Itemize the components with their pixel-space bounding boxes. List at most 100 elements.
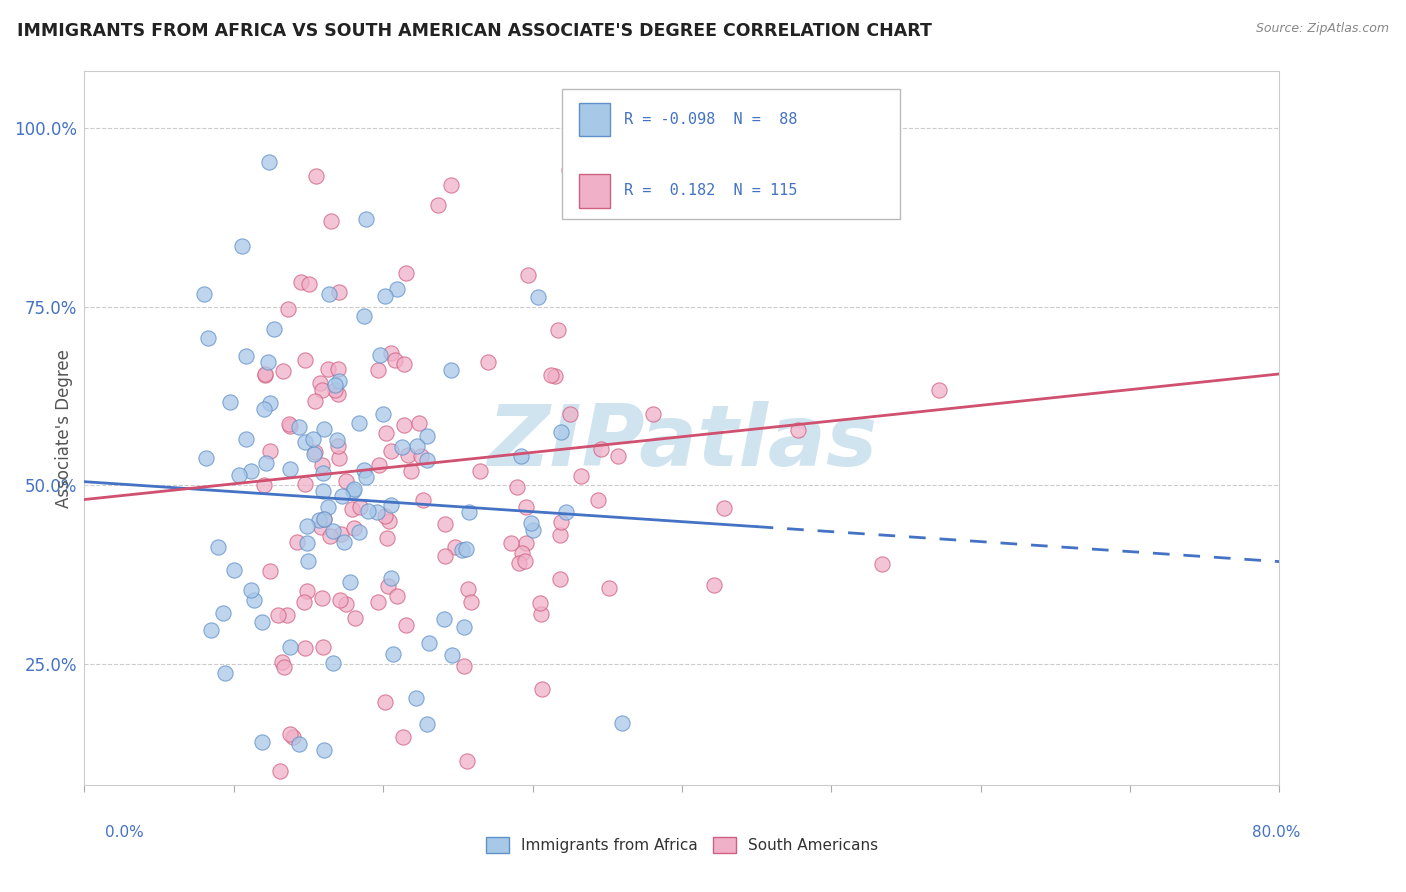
Point [550,515,572,529]
Text: IMMIGRANTS FROM AFRICA VS SOUTH AMERICAN ASSOCIATE'S DEGREE CORRELATION CHART: IMMIGRANTS FROM AFRICA VS SOUTH AMERICAN… [17,22,932,40]
Point [278,419,301,434]
Legend: Immigrants from Africa, South Americans: Immigrants from Africa, South Americans [479,831,884,859]
Point [928,383,950,397]
Point [547,323,569,337]
Point [309,520,332,534]
Point [252,615,274,629]
Point [292,595,315,609]
Point [314,512,336,526]
Point [328,285,350,300]
Point [392,418,415,433]
Point [278,727,301,741]
Point [510,449,533,463]
Point [308,513,330,527]
Text: Source: ZipAtlas.com: Source: ZipAtlas.com [1256,22,1389,36]
Point [278,640,301,655]
Point [558,407,581,421]
Point [433,612,456,626]
Point [343,521,366,535]
Point [395,617,418,632]
Point [380,498,402,512]
Point [281,731,304,745]
Point [235,349,257,363]
Point [329,527,352,541]
Point [374,426,396,441]
Point [322,656,344,670]
Point [273,660,295,674]
Point [643,407,665,421]
Point [211,606,233,620]
Point [214,665,236,680]
Point [374,695,396,709]
Point [367,363,389,377]
Point [285,535,308,549]
Point [477,355,499,369]
Point [399,464,422,478]
Point [259,444,281,458]
Point [277,302,299,317]
Point [218,394,240,409]
Point [305,169,328,183]
Point [343,482,366,496]
Point [408,416,430,430]
Point [257,155,280,169]
Point [374,289,396,303]
Point [253,368,276,382]
Point [433,549,456,564]
Point [347,416,370,430]
Point [294,476,316,491]
Point [529,596,551,610]
Point [271,364,294,378]
Point [353,463,375,477]
Point [787,423,810,437]
Point [335,474,357,488]
Point [377,515,399,529]
Point [269,764,291,778]
Point [270,655,292,669]
Point [328,375,350,389]
Point [457,582,479,596]
Point [433,516,456,531]
Point [444,541,467,555]
Point [555,505,578,519]
Point [371,407,394,421]
Point [427,197,450,211]
Point [326,362,349,376]
Point [380,444,402,458]
Point [193,287,215,301]
Point [259,564,281,578]
Point [440,648,463,662]
Point [295,535,318,549]
Point [558,162,581,177]
Point [311,458,333,472]
Point [391,440,413,454]
Point [367,594,389,608]
Point [309,376,332,390]
Point [589,442,612,457]
Point [610,716,633,731]
Point [395,267,418,281]
Point [457,506,479,520]
Point [322,524,344,538]
Point [288,420,311,434]
Point [257,355,280,369]
Point [384,353,406,368]
Point [515,536,537,550]
Point [290,275,312,289]
Point [460,595,482,609]
Point [354,212,377,227]
Point [200,624,222,638]
Point [416,453,439,467]
Point [406,439,429,453]
Point [298,277,321,291]
Point [332,489,354,503]
Point [278,462,301,476]
Point [415,429,437,443]
Point [316,362,339,376]
Point [392,730,415,744]
Point [253,478,276,492]
Point [530,607,553,621]
Point [411,449,433,463]
Point [326,439,349,453]
Point [519,516,541,530]
